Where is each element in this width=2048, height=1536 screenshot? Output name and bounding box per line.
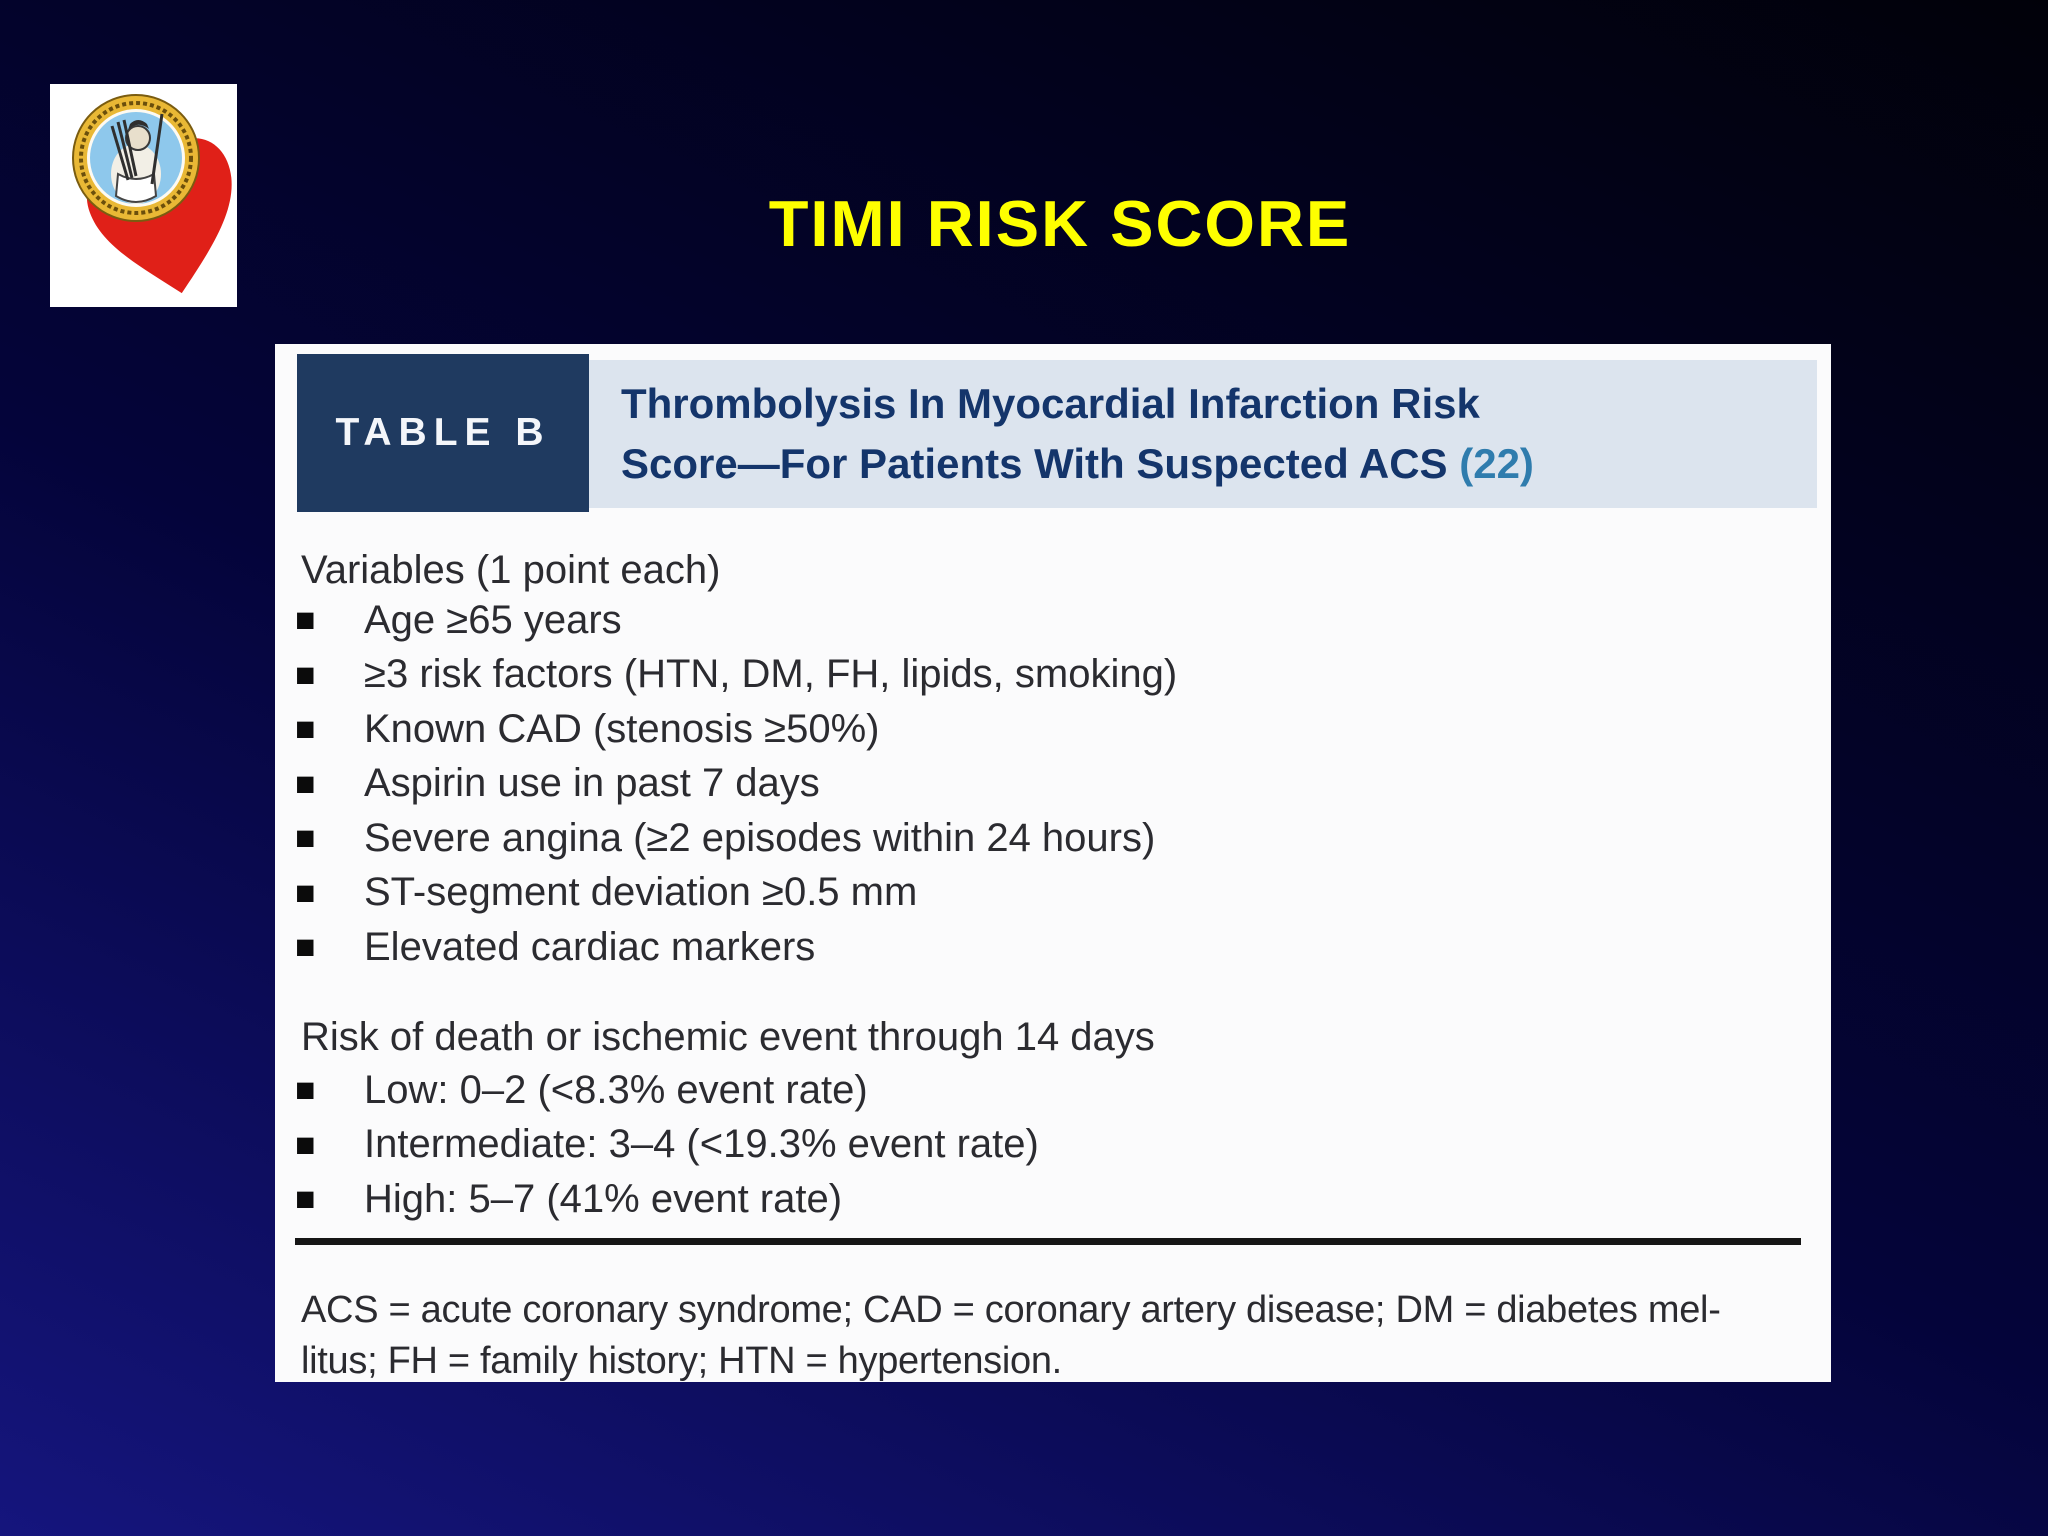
bullet-square-icon: ■: [295, 601, 316, 640]
table-label-box: TABLE B: [297, 354, 589, 512]
variable-item: ■ Age ≥65 years: [295, 593, 1805, 648]
variables-list: ■ Age ≥65 years ■ ≥3 risk factors (HTN, …: [295, 593, 1805, 975]
risk-item: ■ Low: 0–2 (<8.3% event rate): [295, 1063, 1805, 1118]
variable-item-label: Age ≥65 years: [364, 597, 622, 642]
table-title: Thrombolysis In Myocardial Infarction Ri…: [621, 374, 1534, 493]
academy-logo: [50, 84, 237, 307]
variable-item-label: Severe angina (≥2 episodes within 24 hou…: [364, 815, 1156, 860]
bullet-square-icon: ■: [295, 710, 316, 749]
bullet-square-icon: ■: [295, 819, 316, 858]
variables-heading: Variables (1 point each): [301, 548, 721, 592]
table-title-line2: Score—For Patients With Suspected ACS (2…: [621, 434, 1534, 494]
bullet-square-icon: ■: [295, 873, 316, 912]
heart-academy-logo-graphic: [72, 94, 232, 294]
risk-list: ■ Low: 0–2 (<8.3% event rate) ■ Intermed…: [295, 1063, 1805, 1227]
bullet-square-icon: ■: [295, 764, 316, 803]
variable-item: ■ ≥3 risk factors (HTN, DM, FH, lipids, …: [295, 648, 1805, 703]
variable-item-label: Known CAD (stenosis ≥50%): [364, 706, 880, 751]
table-label: TABLE B: [335, 411, 551, 454]
bullet-square-icon: ■: [295, 1125, 316, 1164]
footnote: ACS = acute coronary syndrome; CAD = cor…: [301, 1285, 1721, 1387]
variable-item: ■ Aspirin use in past 7 days: [295, 757, 1805, 812]
table-title-line2-text: Score—For Patients With Suspected ACS: [621, 440, 1448, 487]
footnote-divider: [295, 1238, 1801, 1245]
variable-item: ■ Known CAD (stenosis ≥50%): [295, 702, 1805, 757]
footnote-line2: litus; FH = family history; HTN = hypert…: [301, 1340, 1062, 1382]
table-title-reference: (22): [1459, 440, 1534, 487]
risk-item: ■ High: 5–7 (41% event rate): [295, 1172, 1805, 1227]
table-title-line1: Thrombolysis In Myocardial Infarction Ri…: [621, 380, 1480, 428]
bullet-square-icon: ■: [295, 1180, 316, 1219]
risk-item-label: Low: 0–2 (<8.3% event rate): [364, 1067, 868, 1112]
variable-item-label: ST-segment deviation ≥0.5 mm: [364, 870, 918, 915]
bullet-square-icon: ■: [295, 1071, 316, 1110]
bullet-square-icon: ■: [295, 928, 316, 967]
bullet-square-icon: ■: [295, 655, 316, 694]
variable-item: ■ ST-segment deviation ≥0.5 mm: [295, 866, 1805, 921]
footnote-line1: ACS = acute coronary syndrome; CAD = cor…: [301, 1289, 1721, 1331]
variable-item: ■ Severe angina (≥2 episodes within 24 h…: [295, 811, 1805, 866]
academy-seal-icon: [72, 94, 200, 222]
variable-item: ■ Elevated cardiac markers: [295, 920, 1805, 975]
variable-item-label: Aspirin use in past 7 days: [364, 761, 820, 806]
slide-title: TIMI RISK SCORE: [768, 187, 1352, 260]
risk-item-label: High: 5–7 (41% event rate): [364, 1176, 843, 1221]
risk-item-label: Intermediate: 3–4 (<19.3% event rate): [364, 1122, 1039, 1167]
variable-item-label: Elevated cardiac markers: [364, 924, 816, 969]
table-card: Thrombolysis In Myocardial Infarction Ri…: [275, 344, 1831, 1382]
variable-item-label: ≥3 risk factors (HTN, DM, FH, lipids, sm…: [364, 652, 1178, 697]
risk-item: ■ Intermediate: 3–4 (<19.3% event rate): [295, 1118, 1805, 1173]
risk-heading: Risk of death or ischemic event through …: [301, 1015, 1155, 1059]
